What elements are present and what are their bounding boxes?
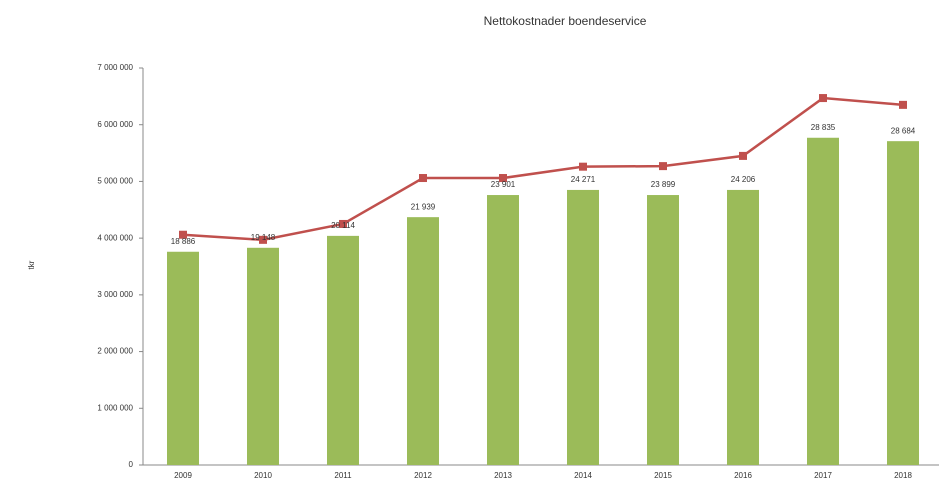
marker: [739, 151, 747, 160]
y-tick-label: 1 000 000: [97, 403, 133, 412]
marker: [179, 230, 187, 239]
annotation: 24 271: [571, 175, 596, 184]
annotation: 20 114: [331, 221, 355, 230]
marker: [339, 219, 347, 228]
y-tick-label: 3 000 000: [97, 290, 133, 299]
bar: [327, 235, 359, 465]
bar: [727, 189, 759, 465]
marker: [819, 94, 827, 103]
chart-title: Nettokostnader boendeservice: [484, 14, 647, 28]
y-tick-label: 6 000 000: [97, 120, 133, 129]
y-tick-label: 7 000 000: [97, 63, 133, 72]
bar: [887, 141, 919, 465]
bar: [487, 195, 519, 466]
x-tick-label: 2016: [734, 471, 752, 480]
y-tick-label: 4 000 000: [97, 233, 133, 242]
y-tick-label: 5 000 000: [97, 177, 133, 186]
annotation: 23 899: [651, 180, 676, 189]
annotation: 21 939: [411, 202, 436, 211]
marker: [659, 162, 667, 171]
marker: [499, 174, 507, 183]
marker: [899, 100, 907, 109]
annotation: 28 835: [811, 123, 836, 132]
bar: [167, 251, 199, 465]
annotation: 28 684: [891, 126, 916, 135]
annotation: 19 148: [251, 233, 276, 242]
x-tick-label: 2015: [654, 471, 672, 480]
bar: [407, 217, 439, 465]
bar: [807, 137, 839, 465]
annotation: 24 206: [731, 175, 756, 184]
x-tick-label: 2014: [574, 471, 592, 480]
bar: [567, 189, 599, 465]
y-tick-label: 2 000 000: [97, 347, 133, 356]
x-tick-label: 2010: [254, 471, 272, 480]
x-tick-label: 2012: [414, 471, 432, 480]
marker: [259, 235, 267, 244]
bar: [247, 247, 279, 465]
x-tick-label: 2009: [174, 471, 192, 480]
x-tick-label: 2013: [494, 471, 512, 480]
line: [182, 96, 904, 242]
y-axis-label: tkr: [27, 260, 36, 269]
marker: [419, 174, 427, 183]
x-tick-label: 2011: [334, 471, 352, 480]
annotation: 18 886: [171, 237, 196, 246]
x-tick-label: 2017: [814, 471, 832, 480]
x-tick-label: 2018: [894, 471, 912, 480]
y-tick-label: 0: [129, 460, 134, 469]
bar: [647, 195, 679, 466]
marker: [579, 162, 587, 171]
annotation: 23 901: [491, 180, 516, 189]
